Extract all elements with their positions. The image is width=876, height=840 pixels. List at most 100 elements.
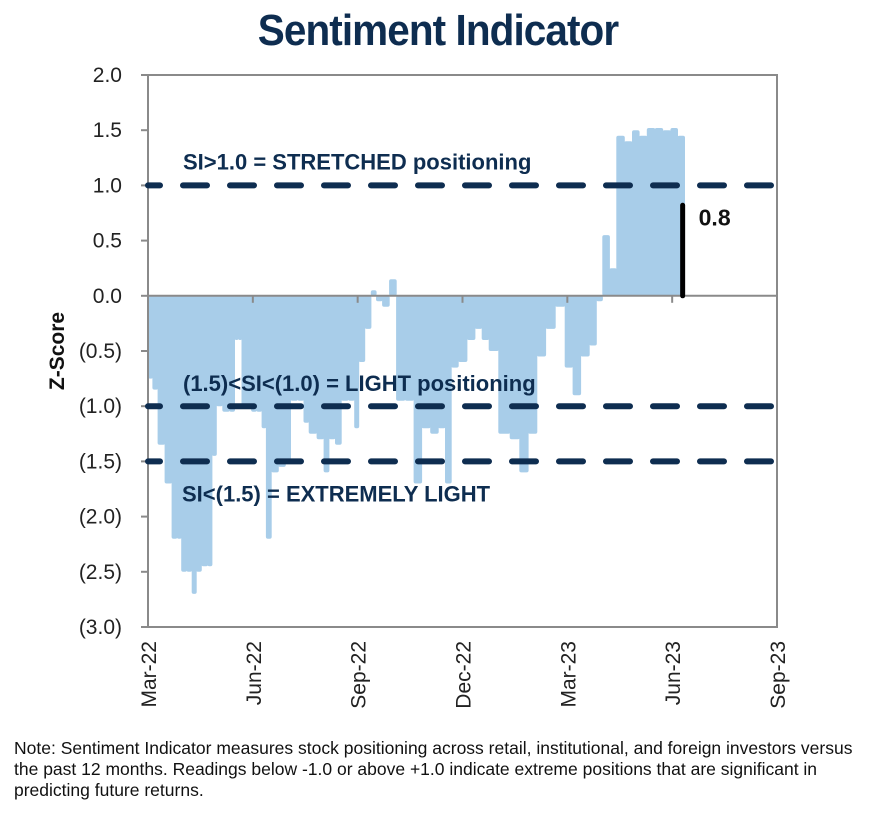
data-bar	[256, 295, 263, 412]
data-bar	[624, 141, 633, 296]
x-tick-label: Mar-23	[557, 641, 580, 708]
data-bar	[596, 295, 603, 302]
x-tick-label: Jun-22	[243, 641, 266, 705]
data-bar	[196, 295, 202, 572]
reference-line-label: SI<(1.5) = EXTREMELY LIGHT	[182, 481, 491, 506]
data-bar	[207, 295, 213, 567]
x-tick-label: Sep-22	[348, 641, 371, 709]
data-bar	[251, 295, 257, 412]
data-bar	[376, 295, 383, 302]
data-bar	[458, 295, 468, 362]
labels-layer: 2.0 1.5 1.0 0.5 0.0 (0.5) (1.0) (1.5) (2.0) (2.5)…	[46, 64, 790, 709]
data-bar	[536, 295, 547, 357]
data-bar	[451, 295, 459, 368]
y-tick-label: (2.0)	[79, 506, 122, 529]
y-tick-label: (3.0)	[79, 616, 122, 639]
data-bar	[171, 295, 178, 539]
data-bar	[348, 295, 355, 401]
data-bar	[580, 295, 590, 357]
data-bar	[654, 128, 664, 296]
x-tick-label: Mar-22	[138, 641, 161, 708]
data-bar	[639, 135, 648, 296]
data-bar	[191, 295, 197, 594]
data-bar	[528, 295, 538, 434]
data-bar	[308, 295, 318, 434]
data-bar	[555, 295, 566, 307]
data-bar	[303, 295, 310, 423]
data-bar	[572, 295, 582, 396]
axes-layer	[141, 74, 778, 628]
data-bar	[328, 295, 336, 440]
data-bar	[609, 268, 617, 296]
data-bar	[238, 295, 243, 340]
y-tick-label: (2.5)	[79, 561, 122, 584]
data-bar	[316, 295, 325, 440]
callout-label: 0.8	[699, 204, 731, 230]
data-bar	[186, 295, 193, 572]
y-tick-label: 1.5	[93, 119, 122, 142]
data-bar	[481, 295, 490, 340]
data-bar	[245, 295, 252, 407]
chart-canvas: 2.0 1.5 1.0 0.5 0.0 (0.5) (1.0) (1.5) (2.0) (2.5)…	[46, 64, 790, 709]
data-bar	[498, 295, 511, 434]
data-bar	[589, 295, 597, 346]
data-bar	[152, 295, 159, 390]
data-bar	[474, 295, 483, 329]
data-bar	[632, 130, 640, 296]
data-bar	[382, 295, 390, 307]
data-bar	[241, 295, 247, 407]
data-bar	[201, 295, 208, 567]
x-tick-label: Dec-22	[453, 641, 476, 709]
data-bar	[216, 295, 223, 407]
data-bar	[445, 295, 452, 484]
y-tick-label: 0.0	[93, 285, 122, 308]
data-bar	[404, 295, 415, 401]
data-bar	[509, 295, 520, 440]
data-bar	[364, 295, 372, 329]
data-bar	[358, 295, 366, 362]
y-tick-label: 0.5	[93, 230, 122, 253]
y-tick-label: 1.0	[93, 174, 122, 197]
data-bar	[278, 295, 286, 467]
data-bar	[297, 295, 305, 401]
data-bar	[488, 295, 499, 351]
data-bar	[148, 295, 153, 379]
data-bar	[545, 295, 556, 329]
data-bar	[430, 295, 439, 434]
data-bar	[271, 295, 279, 473]
data-bar	[389, 279, 397, 296]
data-bar	[413, 295, 423, 484]
data-bar	[564, 295, 574, 368]
data-bar	[466, 295, 476, 340]
y-axis-label: Z-Score	[46, 312, 69, 390]
y-tick-label: 2.0	[93, 64, 122, 87]
data-bar	[341, 295, 349, 401]
reference-line-label: SI>1.0 = STRETCHED positioning	[183, 149, 531, 174]
data-bar	[290, 295, 298, 401]
data-bar	[211, 295, 217, 456]
chart-note: Note: Sentiment Indicator measures stock…	[14, 738, 853, 800]
data-bar	[181, 295, 187, 572]
chart-title: Sentiment Indicator	[257, 6, 619, 55]
data-bar	[602, 235, 610, 296]
data-bar	[261, 295, 267, 429]
y-tick-label: (0.5)	[79, 340, 122, 363]
data-bar	[396, 295, 406, 401]
data-bar	[354, 295, 360, 429]
data-bar	[229, 295, 235, 412]
data-bar	[662, 130, 672, 296]
data-bar	[285, 295, 291, 462]
x-tick-label: Sep-23	[767, 641, 790, 709]
data-bar	[670, 128, 678, 296]
data-bar	[176, 295, 182, 539]
data-bar	[616, 135, 625, 296]
reference-line-label: (1.5)<SI<(1.0) = LIGHT positioning	[183, 371, 536, 396]
data-bar	[370, 290, 377, 296]
data-bar	[234, 295, 239, 340]
data-bar	[265, 295, 272, 539]
data-bar	[519, 295, 529, 473]
data-bar	[164, 295, 173, 484]
data-bar	[438, 295, 446, 429]
y-tick-label: (1.0)	[79, 395, 122, 418]
data-bar	[222, 295, 230, 412]
